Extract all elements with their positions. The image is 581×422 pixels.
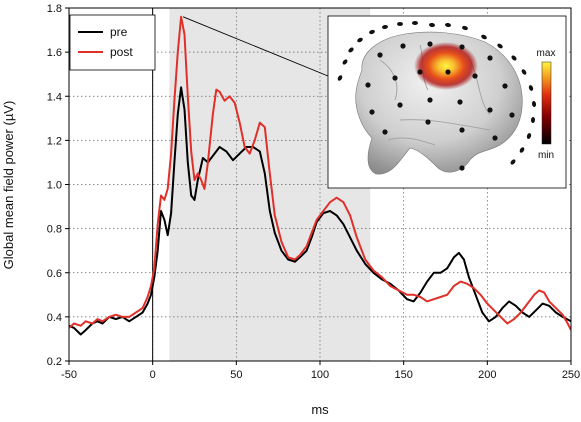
colorbar-min-label: min <box>538 150 554 161</box>
colorbar-max-label: max <box>537 48 556 59</box>
x-tick-label: 200 <box>478 369 496 381</box>
activation-hotspot <box>414 42 478 90</box>
legend-label-post: post <box>110 45 133 59</box>
series-line-post <box>69 15 571 331</box>
series-layer <box>69 15 571 336</box>
x-tick-label: 0 <box>150 369 156 381</box>
y-tick-label: 1.6 <box>47 47 62 59</box>
y-tick-label: 0.8 <box>47 224 62 236</box>
x-axis: -50 0 50 100 150 200 250 <box>61 361 580 381</box>
y-tick-label: 0.6 <box>47 268 62 280</box>
y-axis: 0.2 0.4 0.6 0.8 1.0 1.2 1.4 1.6 1.8 <box>47 3 69 368</box>
electrodes <box>365 41 515 171</box>
y-tick-label: 0.4 <box>47 312 62 324</box>
series-line-pre <box>69 86 571 336</box>
y-axis-title: Global mean field power (µV) <box>1 101 16 270</box>
brain-inset: max min <box>327 15 567 189</box>
legend-label-pre: pre <box>110 25 128 39</box>
y-tick-label: 1.0 <box>47 180 62 192</box>
x-tick-label: 250 <box>562 369 580 381</box>
electrode-arc <box>337 21 537 165</box>
x-axis-title: ms <box>311 402 329 417</box>
y-tick-label: 0.2 <box>47 356 62 368</box>
legend-box <box>69 14 156 71</box>
x-tick-label: 50 <box>230 369 242 381</box>
peak-connector-line <box>182 16 329 77</box>
x-tick-label: 100 <box>311 369 329 381</box>
y-tick-label: 1.4 <box>47 91 62 103</box>
x-tick-label: 150 <box>394 369 412 381</box>
x-tick-label: -50 <box>61 369 77 381</box>
y-tick-label: 1.2 <box>47 135 62 147</box>
colorbar <box>541 61 552 145</box>
y-tick-label: 1.8 <box>47 3 62 15</box>
legend: pre post <box>69 14 156 71</box>
